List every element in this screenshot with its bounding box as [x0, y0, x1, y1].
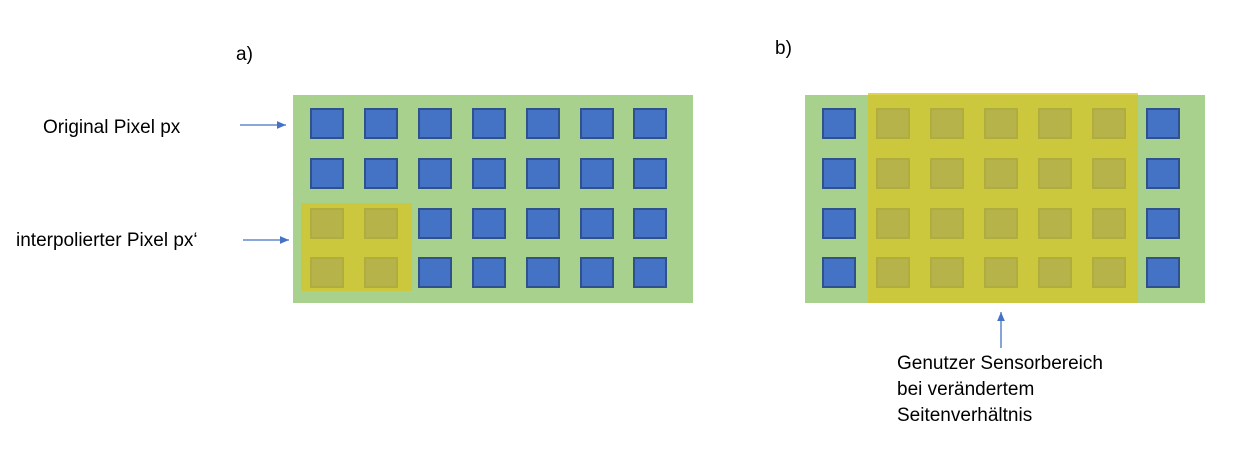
panel-a-label: a)	[236, 44, 253, 65]
sensor-pixel	[310, 158, 344, 189]
caption-line: Genutzer Sensorbereich	[897, 353, 1103, 374]
original-pixel-label: Original Pixel px	[43, 117, 181, 138]
sensor-pixel	[472, 208, 506, 239]
interpolated-pixel-label: interpolierter Pixel px‘	[16, 230, 198, 251]
sensor-pixel	[418, 158, 452, 189]
sensor-pixel	[472, 257, 506, 288]
sensor-pixel	[822, 208, 856, 239]
sensor-pixel	[580, 208, 614, 239]
sensor-pixel	[580, 257, 614, 288]
sensor-pixel	[364, 108, 398, 139]
sensor-pixel	[310, 108, 344, 139]
sensor-pixel	[1146, 208, 1180, 239]
caption-line: Seitenverhältnis	[897, 405, 1033, 426]
caption-line: bei verändertem	[897, 379, 1035, 400]
sensor-pixel	[633, 208, 667, 239]
sensor-pixel	[1146, 257, 1180, 288]
used-sensor-region	[868, 93, 1138, 303]
interpolated-region	[301, 203, 412, 291]
sensor-pixel	[418, 257, 452, 288]
sensor-pixel	[633, 257, 667, 288]
sensor-pixel	[472, 108, 506, 139]
sensor-pixel	[580, 158, 614, 189]
sensor-pixel	[364, 158, 398, 189]
sensor-pixel	[633, 108, 667, 139]
sensor-pixel	[822, 257, 856, 288]
panel-b-label: b)	[775, 38, 792, 59]
sensor-pixel	[472, 158, 506, 189]
sensor-pixel	[526, 108, 560, 139]
sensor-pixel	[418, 108, 452, 139]
sensor-pixel	[580, 108, 614, 139]
sensor-pixel	[633, 158, 667, 189]
sensor-pixel	[1146, 158, 1180, 189]
sensor-pixel	[526, 208, 560, 239]
sensor-pixel	[418, 208, 452, 239]
used-area-caption: Genutzer Sensorbereich bei verändertem S…	[897, 351, 1103, 429]
sensor-pixel	[526, 158, 560, 189]
sensor-pixel	[822, 158, 856, 189]
sensor-pixel	[1146, 108, 1180, 139]
sensor-pixel	[526, 257, 560, 288]
sensor-pixel	[822, 108, 856, 139]
